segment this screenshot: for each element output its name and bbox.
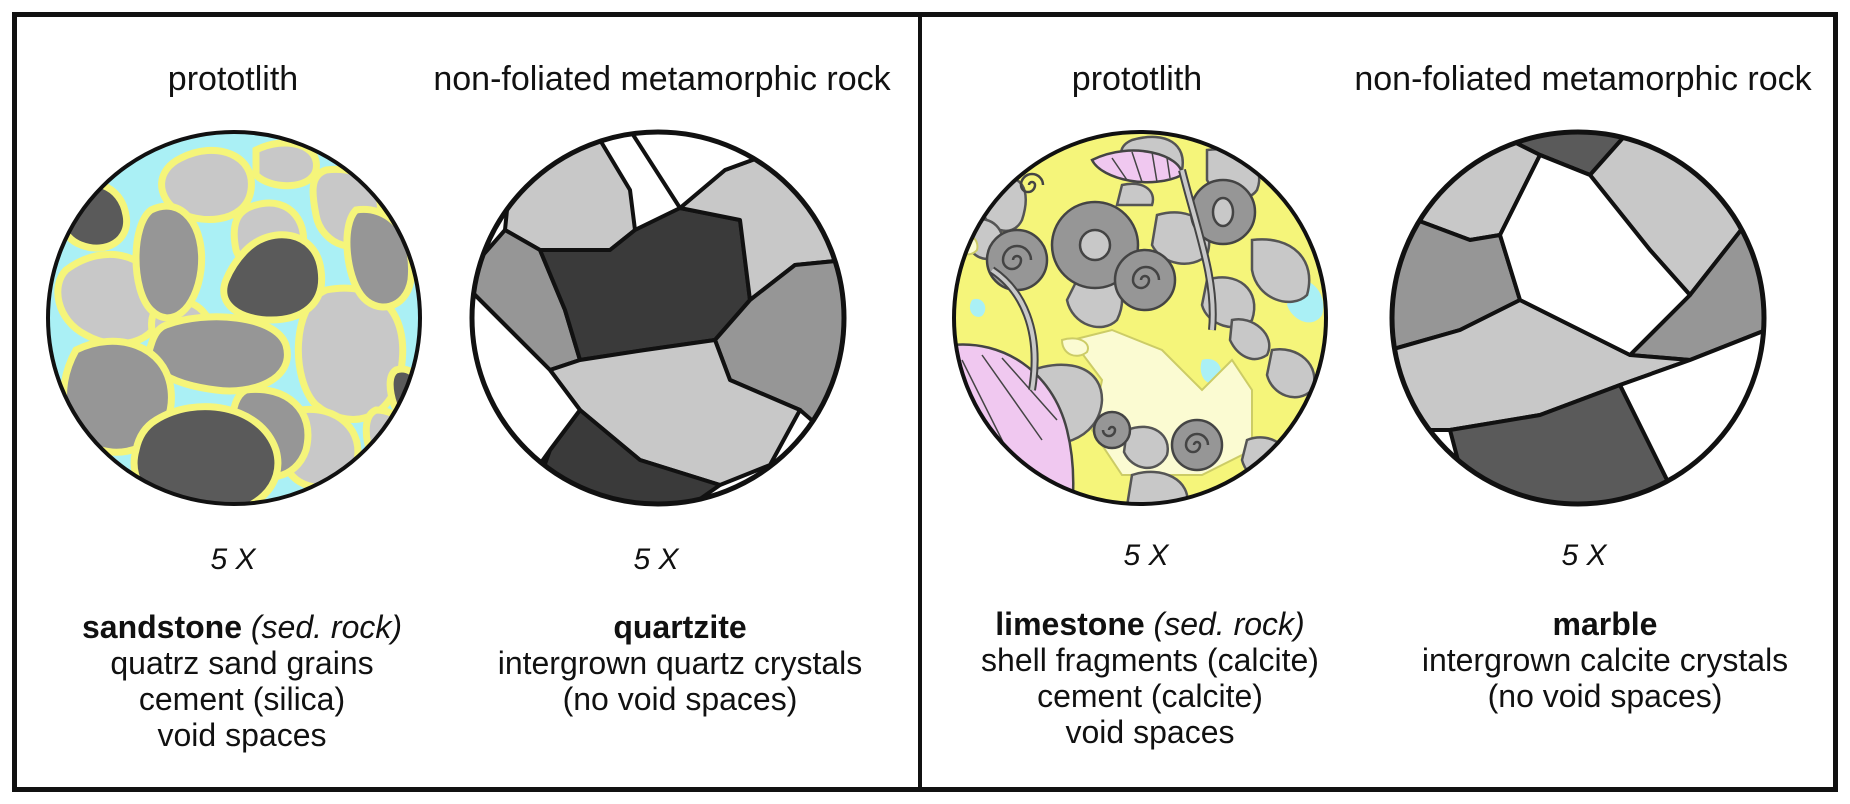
sandstone-thin-section xyxy=(46,130,422,506)
magnification-marble: 5 X xyxy=(1561,539,1607,572)
quartzite-thin-section xyxy=(469,129,847,507)
rock-name-sandstone: sandstone xyxy=(81,609,242,645)
qualifier-limestone: (sed. rock) xyxy=(1153,606,1305,642)
rock-name-limestone: limestone xyxy=(995,606,1145,642)
figure-frame xyxy=(12,12,1838,792)
caption-sandstone: sandstone (sed. rock) quatrz sand grains… xyxy=(82,609,402,753)
qualifier-sandstone: (sed. rock) xyxy=(250,609,403,645)
magnification-limestone: 5 X xyxy=(1123,539,1169,572)
caption-quartzite: quartzite intergrown quartz crystals (no… xyxy=(498,609,863,717)
caption-marble: marble intergrown calcite crystals (no v… xyxy=(1422,606,1788,714)
caption-limestone: limestone (sed. rock) shell fragments (c… xyxy=(981,606,1319,750)
caption-line: (no void spaces) xyxy=(562,681,798,717)
marble-thin-section xyxy=(1389,129,1767,507)
caption-line: shell fragments (calcite) xyxy=(981,642,1319,678)
magnification-quartzite: 5 X xyxy=(633,543,679,576)
caption-line: cement (silica) xyxy=(138,681,346,717)
gastropod-spirals xyxy=(1001,172,1210,454)
quartz-crystals xyxy=(472,132,844,504)
caption-line: intergrown quartz crystals xyxy=(497,645,863,681)
rock-name-marble: marble xyxy=(1552,606,1658,642)
magnification-sandstone: 5 X xyxy=(210,543,256,576)
calcite-crystals xyxy=(1392,132,1764,504)
heading-limestone-protolith: prototlith xyxy=(1071,60,1203,98)
caption-line: quatrz sand grains xyxy=(110,645,374,681)
caption-line: void spaces xyxy=(1065,714,1235,750)
rock-name-quartzite: quartzite xyxy=(613,609,747,645)
heading-sandstone-protolith: prototlith xyxy=(167,60,299,98)
heading-quartzite-metamorphic: non-foliated metamorphic rock xyxy=(433,60,891,98)
limestone-thin-section xyxy=(952,130,1328,506)
heading-marble-metamorphic: non-foliated metamorphic rock xyxy=(1354,60,1812,98)
caption-line: intergrown calcite crystals xyxy=(1421,642,1789,678)
caption-line: void spaces xyxy=(157,717,327,753)
caption-line: cement (calcite) xyxy=(1037,678,1263,714)
panel-divider xyxy=(918,12,922,792)
caption-line: (no void spaces) xyxy=(1487,678,1723,714)
